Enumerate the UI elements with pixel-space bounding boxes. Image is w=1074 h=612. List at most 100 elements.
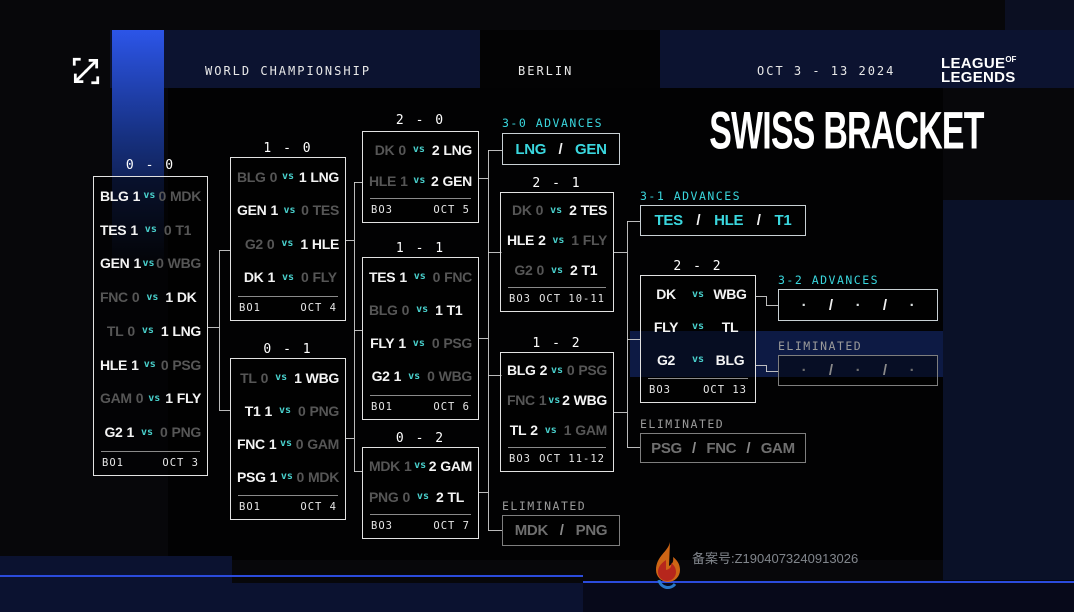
format-label: BO1 [239,302,261,314]
match-row: FLY vs TL [641,319,755,335]
separator: / [756,212,761,229]
separator: / [828,296,834,314]
box-footer: BO1 OCT 4 [238,296,338,320]
team-name: WBG [167,255,202,272]
team-side: GAM 0 [100,390,144,407]
connector-line [627,447,640,448]
connector-line [488,150,489,530]
team-name: DK [512,202,532,218]
connector-line [346,240,354,241]
team-side: BLG 1 [100,188,140,204]
team-side: G2 1 [100,424,134,440]
team-name: MDK [170,187,201,204]
box-footer: BO3 OCT 10-11 [508,287,606,311]
team-score: 0 [301,202,309,219]
tbd-slot: · [909,296,915,314]
team-score: 2 [428,457,437,474]
vs-label: vs [280,438,293,449]
team-score: 0 [427,368,435,385]
team-side: GEN 1 [100,255,141,271]
team-name: FNC [100,289,128,306]
team-score: 2 [431,141,440,158]
team-side: 0 WBG [427,368,472,384]
vs-label: vs [691,321,705,333]
match-row: G2 1 vs 0 PNG [94,424,207,440]
team-side: 0 MDK [159,187,202,204]
vs-label: vs [550,364,564,376]
event-title: WORLD CHAMPIONSHIP [205,64,372,78]
format-label: BO3 [371,204,393,216]
match-row: FLY 1 vs 0 PSG [363,335,478,351]
team-name: TES [100,221,127,238]
team-name: FNC [507,392,535,408]
team-name: G2 [371,368,390,385]
team-score: 0 [402,488,410,505]
date-label: OCT 11-12 [539,453,605,465]
team-side: GEN 1 [237,202,278,218]
team-side: 0 FLY [301,269,339,285]
team-score: 0 [566,362,575,378]
format-label: BO1 [102,457,124,469]
vs-label: vs [544,424,557,436]
vs-label: vs [548,394,561,406]
connector-line [219,250,230,251]
team-side: FNC 1 [237,436,277,452]
team-side: 1 LNG [161,323,201,339]
match-row: GEN 1 vs 0 WBG [94,255,207,271]
connector-line [488,150,502,151]
connector-line [479,338,488,339]
team-score: 1 [267,269,276,286]
vs-label: vs [144,224,157,236]
team-side: MDK 1 [369,458,412,474]
team-name: FLY [312,269,338,286]
separator: / [692,439,697,457]
connector-line [756,296,766,297]
team-name: T1 [581,262,598,278]
team-score: 0 [298,402,306,419]
team-side: 1 FLY [165,390,201,406]
team-side: 2 GAM [428,457,473,474]
logo-of: OF [1005,55,1017,64]
team-score: 0 [301,269,309,286]
vs-label: vs [142,257,155,269]
match-rows: MDK 1 vs 2 GAM PNG 0 vs 2 TL [363,448,478,514]
connector-line [488,252,502,253]
team-score: 0 [295,435,304,452]
team-side: 0 PNG [160,424,201,440]
vs-label: vs [416,491,429,502]
match-box-2-1: DK 0 vs 2 TES HLE 2 vs 1 FLY G2 0 vs 2 T1 BO3 O… [500,192,614,312]
team-name: WBG [573,392,608,408]
format-label: BO3 [509,293,531,305]
match-box-0-2: MDK 1 vs 2 GAM PNG 0 vs 2 TL BO3 OCT 7 [362,447,479,539]
match-row: HLE 1 vs 2 GEN [363,173,478,189]
team-name: GEN [442,172,473,189]
format-label: BO3 [371,520,393,532]
match-row: HLE 2 vs 1 FLY [501,232,613,248]
logo-line2: LEGENDS [941,69,1016,87]
format-label: BO1 [239,501,261,513]
team-name: TL [447,488,464,505]
team-side: 0 PNG [298,403,339,419]
connector-line [219,410,230,411]
team-name: LNG [310,168,339,185]
team-name: GAM [760,439,795,457]
expand-icon[interactable] [70,55,102,87]
connector-line [614,252,627,253]
format-label: BO3 [649,384,671,396]
team-score: 2 [530,422,538,438]
team-score: 2 [435,488,444,505]
vs-label: vs [412,337,425,349]
box-footer: BO3 OCT 11-12 [508,447,606,471]
team-side: 0 MDK [297,469,340,485]
eliminated-0-3-box: MDK / PNG [502,515,620,546]
team-name: PSG [651,439,682,457]
team-side: G2 0 [237,236,275,252]
match-row: BLG 2 vs 0 PSG [501,362,613,378]
team-name: GAM [440,457,472,474]
team-name: DK [176,289,197,306]
tbd-slot: · [855,362,861,379]
tbd-slot: · [855,296,861,314]
vs-label: vs [280,471,293,482]
team-name: GAM [100,390,132,407]
team-name: WBG [438,368,473,385]
